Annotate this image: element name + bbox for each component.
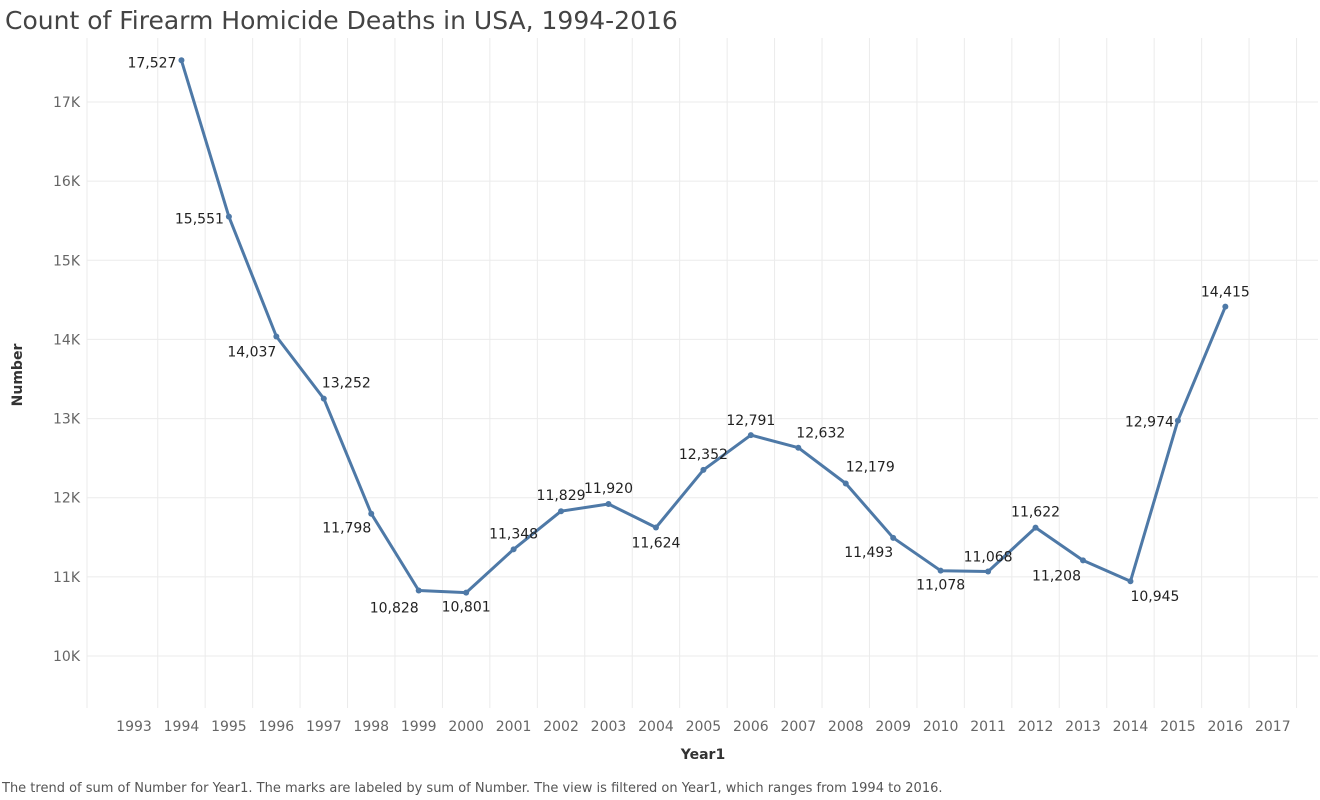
x-tick-label: 2015 <box>1160 719 1196 735</box>
data-point[interactable] <box>1222 303 1229 310</box>
x-tick-label: 2009 <box>875 719 911 735</box>
x-tick-label: 2014 <box>1113 719 1149 735</box>
y-tick-label: 10K <box>53 649 81 665</box>
x-tick-label: 1994 <box>164 719 200 735</box>
data-point[interactable] <box>652 524 659 531</box>
x-tick-label: 1997 <box>306 719 342 735</box>
data-point[interactable] <box>225 213 232 220</box>
x-tick-label: 2010 <box>923 719 959 735</box>
data-point[interactable] <box>178 57 185 64</box>
data-label: 11,829 <box>537 488 586 504</box>
data-point[interactable] <box>1080 557 1086 564</box>
data-label: 11,920 <box>584 481 633 497</box>
data-point[interactable] <box>510 546 517 553</box>
x-tick-label: 2012 <box>1018 719 1054 735</box>
data-label: 14,037 <box>227 345 276 361</box>
chart-caption: The trend of sum of Number for Year1. Th… <box>2 781 943 796</box>
data-point[interactable] <box>890 534 897 541</box>
x-tick-label: 1993 <box>116 719 152 735</box>
data-point[interactable] <box>842 480 849 487</box>
series-line <box>179 58 1227 595</box>
data-point[interactable] <box>700 466 707 473</box>
data-point[interactable] <box>368 510 375 517</box>
data-label: 11,493 <box>844 545 893 561</box>
x-tick-label: 2017 <box>1255 719 1291 735</box>
x-tick-label: 2006 <box>733 719 769 735</box>
chart-title: Count of Firearm Homicide Deaths in USA,… <box>5 6 678 35</box>
x-tick-label: 2001 <box>496 719 532 735</box>
x-tick-label: 2007 <box>780 719 816 735</box>
y-tick-label: 17K <box>53 95 81 111</box>
y-tick-label: 14K <box>53 332 81 348</box>
data-label: 11,348 <box>489 526 538 542</box>
data-point[interactable] <box>463 589 470 596</box>
data-point[interactable] <box>320 395 327 402</box>
y-tick-label: 16K <box>53 174 81 190</box>
data-label: 12,974 <box>1125 415 1174 431</box>
series-line-group <box>179 58 1227 595</box>
x-tick-label: 2008 <box>828 719 864 735</box>
y-tick-label: 13K <box>53 412 81 428</box>
data-label: 12,632 <box>796 426 845 442</box>
data-label: 10,945 <box>1130 589 1179 605</box>
data-label: 11,798 <box>322 521 371 537</box>
data-point[interactable] <box>558 508 565 515</box>
x-tick-label: 2004 <box>638 719 674 735</box>
data-label: 11,208 <box>1032 568 1081 584</box>
data-point[interactable] <box>273 333 280 340</box>
data-point[interactable] <box>415 587 422 594</box>
data-label: 13,252 <box>322 376 371 392</box>
data-label: 11,624 <box>631 535 680 551</box>
data-point[interactable] <box>985 568 992 575</box>
x-tick-label: 2011 <box>970 719 1006 735</box>
x-tick-label: 1999 <box>401 719 437 735</box>
data-point[interactable] <box>605 501 612 508</box>
data-labels: 17,527 15,551 14,037 13,252 11,798 10,828 10,8… <box>127 55 1249 616</box>
data-label: 14,415 <box>1201 285 1250 301</box>
data-label: 17,527 <box>127 55 176 71</box>
data-label: 15,551 <box>175 212 224 228</box>
data-label: 12,791 <box>726 413 775 429</box>
y-axis-title: Number <box>10 344 26 407</box>
data-label: 10,801 <box>442 600 491 616</box>
data-label: 12,352 <box>679 447 728 463</box>
y-tick-label: 11K <box>53 570 81 586</box>
data-point[interactable] <box>1127 578 1134 585</box>
data-label: 10,828 <box>370 600 419 616</box>
data-point[interactable] <box>1032 524 1039 531</box>
x-tick-label: 2002 <box>543 719 579 735</box>
y-tick-label: 15K <box>53 253 81 269</box>
data-label: 11,622 <box>1011 505 1060 521</box>
data-label: 12,179 <box>846 460 895 476</box>
x-tick-label: 1998 <box>353 719 389 735</box>
data-label: 11,078 <box>916 578 965 594</box>
x-tick-label: 2000 <box>448 719 484 735</box>
x-axis-title: Year1 <box>680 747 725 763</box>
x-tick-label: 2003 <box>591 719 627 735</box>
x-tick-label: 1995 <box>211 719 247 735</box>
data-label: 11,068 <box>964 549 1013 565</box>
data-point[interactable] <box>747 432 754 439</box>
x-tick-label: 2013 <box>1065 719 1101 735</box>
y-axis: 10K 11K 12K 13K 14K 15K 16K 17K <box>53 95 81 665</box>
gridlines <box>86 38 1318 708</box>
x-tick-label: 2005 <box>686 719 722 735</box>
x-tick-label: 2016 <box>1208 719 1244 735</box>
data-point[interactable] <box>937 567 944 574</box>
y-tick-label: 12K <box>53 491 81 507</box>
data-point[interactable] <box>795 444 802 451</box>
data-points <box>178 57 1229 596</box>
x-axis: 1993 1994 1995 1996 1997 1998 1999 2000 2001 2002… <box>116 719 1290 735</box>
data-point[interactable] <box>1174 417 1181 424</box>
x-tick-label: 1996 <box>259 719 295 735</box>
